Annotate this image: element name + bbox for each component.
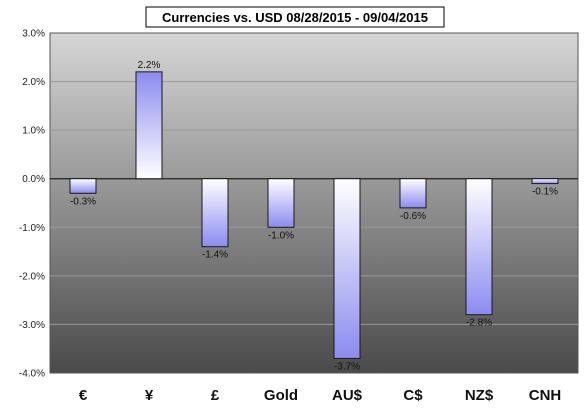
bar: [399, 178, 427, 209]
y-tick-label: -1.0%: [19, 223, 45, 234]
data-label: -2.8%: [466, 318, 492, 329]
bar: [69, 178, 97, 194]
plot-area: [49, 32, 579, 374]
x-tick-label: NZ$: [465, 387, 494, 404]
bars: [69, 71, 559, 359]
x-tick-label: C$: [403, 387, 423, 404]
y-tick-label: 1.0%: [22, 126, 45, 137]
y-tick-label: 3.0%: [22, 29, 45, 40]
x-tick-label: AU$: [332, 387, 363, 404]
x-axis: € ¥ £ Gold AU$ C$ NZ$ CNH: [79, 387, 561, 404]
data-label: -1.4%: [202, 250, 228, 261]
data-label: -1.0%: [268, 230, 294, 241]
x-tick-label: €: [79, 387, 88, 404]
bar: [135, 71, 163, 180]
title-frame: [145, 6, 445, 28]
x-tick-label: Gold: [264, 387, 298, 404]
data-labels: -0.3% 2.2% -1.4% -1.0% -3.7% -0.6% -2.8% -0.1%: [70, 60, 558, 373]
chart-title: Currencies vs. USD 08/28/2015 - 09/04/20…: [162, 10, 428, 25]
bar: [201, 178, 229, 248]
data-label: -0.3%: [70, 196, 96, 207]
bar: [531, 178, 559, 185]
data-label: 2.2%: [138, 60, 161, 71]
data-label: -0.1%: [532, 187, 558, 198]
y-tick-label: -3.0%: [19, 320, 45, 331]
bar: [333, 178, 361, 359]
chart-title-box: Currencies vs. USD 08/28/2015 - 09/04/20…: [145, 6, 445, 28]
x-tick-label: CNH: [529, 387, 562, 404]
x-tick-label: £: [211, 387, 220, 404]
bar: [267, 178, 295, 228]
bar: [465, 178, 493, 316]
data-label: -0.6%: [400, 211, 426, 222]
y-tick-label: -2.0%: [19, 271, 45, 282]
data-label: -3.7%: [334, 361, 360, 372]
y-tick-label: 0.0%: [22, 174, 45, 185]
y-axis: 3.0% 2.0% 1.0% 0.0% -1.0% -2.0% -3.0% -4.0%: [19, 29, 45, 380]
y-tick-label: -4.0%: [19, 369, 45, 380]
x-tick-label: ¥: [145, 387, 154, 404]
y-tick-label: 2.0%: [22, 77, 45, 88]
